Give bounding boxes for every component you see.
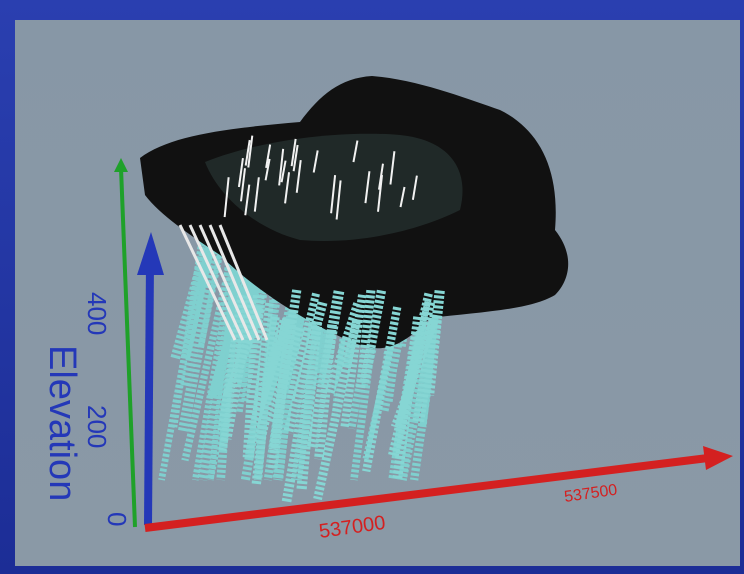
z-axis-label: Elevation [41, 345, 83, 501]
viewport: Elevation 400 200 0 537000 537500 [0, 0, 744, 574]
page: Elevation 400 200 0 537000 537500 (() =>… [0, 0, 744, 574]
z-tick-label: 400 [82, 292, 112, 335]
z-axis-line [148, 262, 150, 525]
z-tick-label: 200 [82, 405, 112, 448]
z-tick-label: 0 [102, 512, 132, 526]
